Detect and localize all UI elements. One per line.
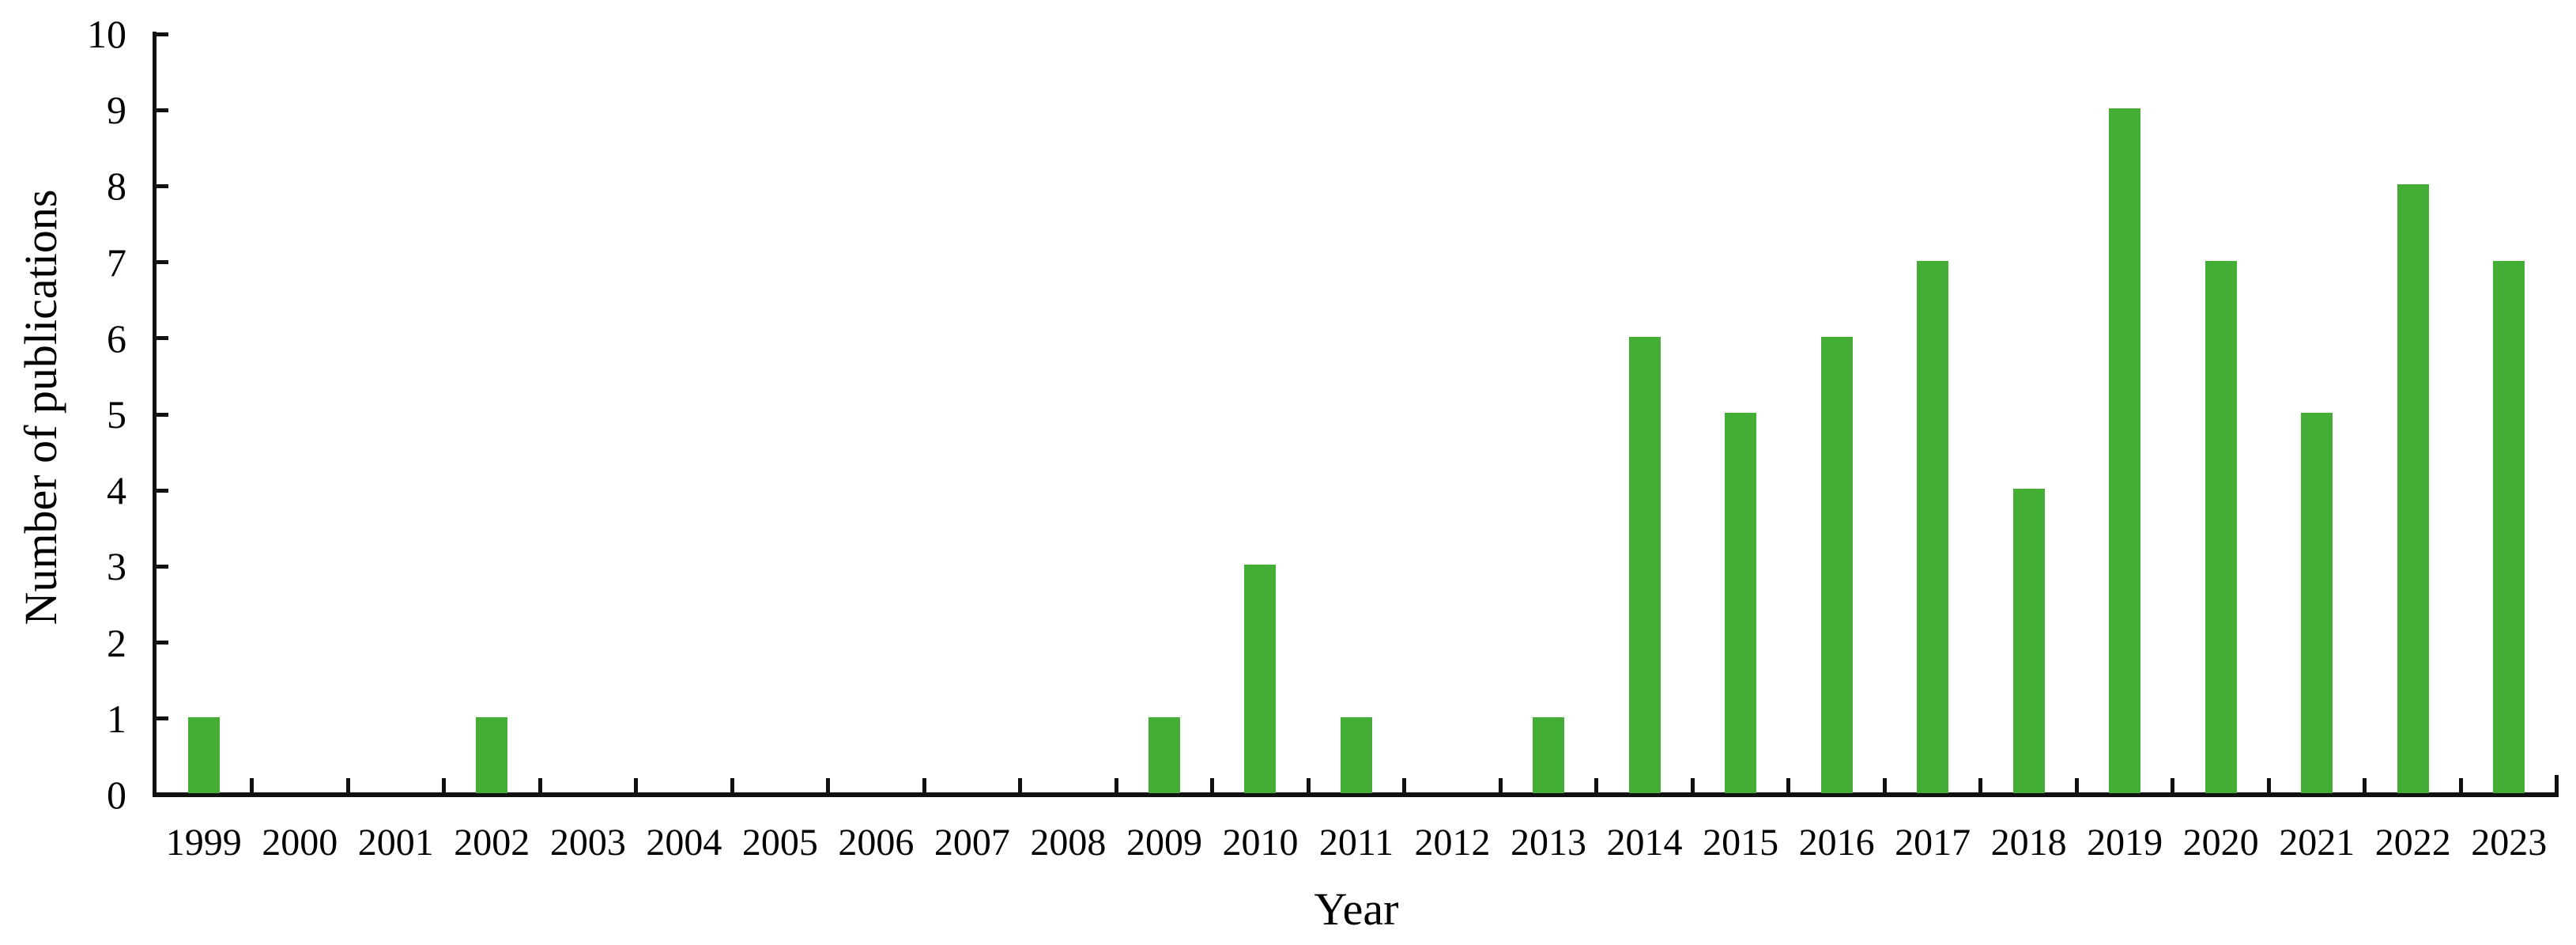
x-tick-label: 2016 — [1798, 822, 1875, 864]
y-axis-tick — [156, 108, 168, 112]
bar-2017 — [1917, 260, 1949, 793]
x-tick-label: 2014 — [1606, 822, 1683, 864]
bar-2023 — [2493, 260, 2525, 793]
y-tick-label: 3 — [107, 544, 126, 589]
y-tick-label: 9 — [107, 88, 126, 133]
x-tick-label: 2009 — [1126, 822, 1202, 864]
x-tick-label: 2010 — [1222, 822, 1299, 864]
y-axis-tick — [156, 260, 168, 265]
bar-2014 — [1628, 336, 1661, 793]
x-axis-title: Year — [1314, 883, 1399, 935]
x-axis-tick — [1978, 778, 1983, 792]
y-tick-label: 10 — [87, 12, 126, 56]
y-axis-tick — [156, 564, 168, 569]
x-tick-label: 2003 — [549, 822, 626, 864]
y-axis-tick — [156, 412, 168, 417]
x-tick-label: 2015 — [1703, 822, 1779, 864]
y-tick-label: 0 — [107, 773, 126, 817]
y-axis-tick — [156, 792, 168, 797]
x-tick-label: 2018 — [1990, 822, 2067, 864]
x-tick-label: 2013 — [1511, 822, 1587, 864]
x-tick-label: 2017 — [1895, 822, 1971, 864]
x-axis-tick — [634, 778, 639, 792]
x-axis-tick — [1210, 778, 1215, 792]
y-tick-label: 8 — [107, 164, 126, 209]
bar-1999 — [187, 716, 220, 793]
x-axis-tick — [1498, 778, 1503, 792]
x-tick-label: 2011 — [1318, 822, 1394, 864]
x-axis-tick — [2363, 778, 2367, 792]
x-tick-label: 2019 — [2087, 822, 2163, 864]
x-axis-tick — [1306, 778, 1311, 792]
x-axis-tick — [1786, 778, 1791, 792]
y-axis-tick — [156, 183, 168, 188]
x-tick-label: 2022 — [2374, 822, 2451, 864]
bar-2002 — [476, 716, 508, 793]
bar-2013 — [1533, 716, 1565, 793]
bar-2020 — [2204, 260, 2237, 793]
bar-2015 — [1725, 413, 1757, 793]
x-axis-tick — [1114, 778, 1118, 792]
x-tick-label: 2008 — [1030, 822, 1107, 864]
x-tick-label: 2001 — [357, 822, 434, 864]
x-axis-tick — [730, 778, 734, 792]
y-axis-tick — [156, 32, 168, 36]
x-axis-tick — [250, 778, 255, 792]
bar-2021 — [2301, 413, 2333, 793]
x-axis-tick — [1690, 778, 1695, 792]
y-tick-label: 2 — [107, 620, 126, 665]
x-axis-tick — [2074, 778, 2079, 792]
x-axis-tick — [1594, 778, 1599, 792]
bar-2022 — [2397, 184, 2429, 793]
x-axis-tick — [1882, 778, 1887, 792]
x-axis-tick — [2554, 775, 2559, 792]
y-tick-label: 7 — [107, 240, 126, 285]
x-axis-tick — [2458, 778, 2463, 792]
x-axis-tick — [537, 778, 542, 792]
x-tick-label: 2021 — [2279, 822, 2355, 864]
x-tick-label: 2005 — [741, 822, 818, 864]
bar-2010 — [1244, 565, 1277, 793]
x-axis-tick — [1402, 778, 1407, 792]
y-tick-label: 4 — [107, 468, 126, 513]
x-tick-label: 2023 — [2471, 822, 2548, 864]
x-tick-label: 2007 — [933, 822, 1010, 864]
bar-2011 — [1341, 716, 1372, 793]
x-axis-line — [153, 792, 2559, 797]
bar-2018 — [2012, 489, 2045, 793]
y-axis-tick — [156, 641, 168, 645]
y-tick-label: 5 — [107, 392, 126, 437]
x-tick-label: 2006 — [838, 822, 915, 864]
x-axis-tick — [2266, 778, 2271, 792]
x-tick-label: 1999 — [165, 822, 242, 864]
x-axis-tick — [442, 778, 447, 792]
bar-2009 — [1148, 716, 1180, 793]
x-axis-tick — [2171, 778, 2175, 792]
y-axis-tick — [156, 336, 168, 341]
y-axis-line — [153, 32, 157, 797]
x-axis-tick — [826, 778, 831, 792]
x-tick-label: 2012 — [1414, 822, 1491, 864]
x-axis-tick — [345, 778, 350, 792]
y-tick-label: 6 — [107, 316, 126, 361]
x-tick-label: 2004 — [646, 822, 722, 864]
x-tick-label: 2002 — [454, 822, 530, 864]
y-axis-tick — [156, 716, 168, 721]
y-tick-label: 1 — [107, 696, 126, 741]
x-tick-label: 2000 — [262, 822, 338, 864]
x-tick-label: 2020 — [2182, 822, 2259, 864]
bar-2016 — [1820, 336, 1853, 793]
x-axis-tick — [922, 778, 926, 792]
x-axis-tick — [1018, 778, 1023, 792]
bar-2019 — [2109, 108, 2141, 793]
y-axis-tick — [156, 488, 168, 493]
